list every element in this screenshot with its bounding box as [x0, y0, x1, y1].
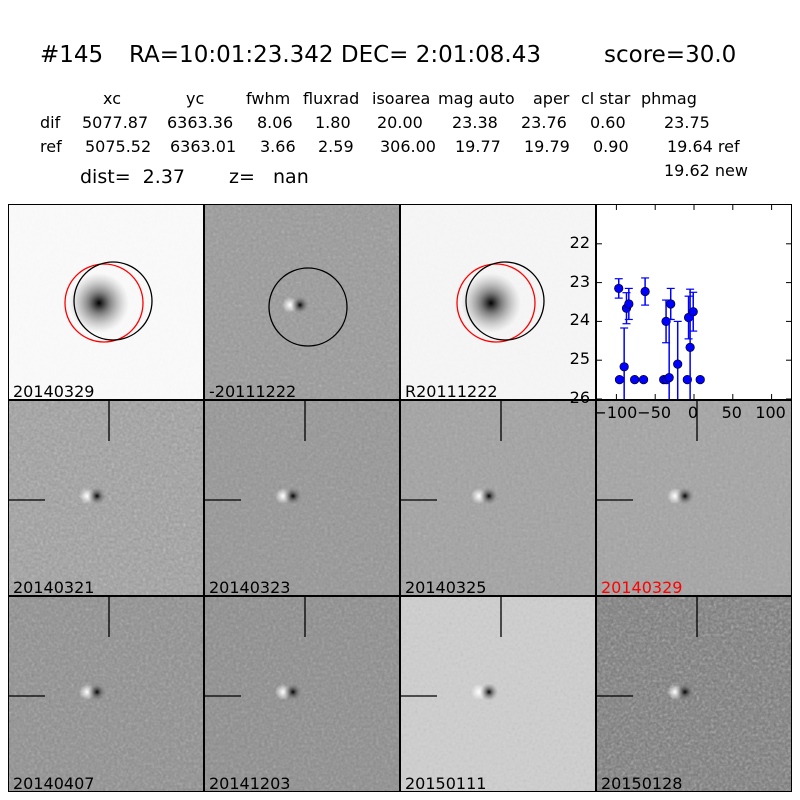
- cutout-panel: 20140325: [400, 400, 596, 596]
- data-point: [614, 375, 625, 385]
- cutout-date-label: -20111222: [209, 382, 297, 400]
- cutout-panel: 20140329: [8, 204, 204, 400]
- data-point: [695, 375, 705, 385]
- x-tick-label: 100: [755, 403, 786, 422]
- column-header: aper: [533, 89, 570, 108]
- cutout-image: [9, 205, 203, 399]
- table-cell: 8.06: [257, 113, 293, 132]
- table-cell: 23.38: [452, 113, 498, 132]
- cutout-panel: 20150111: [400, 596, 596, 792]
- table-cell: 23.75: [664, 113, 710, 132]
- data-point: [664, 373, 674, 383]
- table-cell: 2.59: [318, 137, 354, 156]
- dist-value: dist= 2.37: [80, 166, 185, 188]
- y-tick-label: 23: [569, 271, 590, 291]
- cutout-image: [597, 597, 791, 791]
- cutout-date-label: 20150128: [601, 774, 683, 792]
- cutout-image: [401, 205, 595, 399]
- data-point: [685, 342, 695, 352]
- cutout-image: [205, 597, 399, 791]
- coordinates: RA=10:01:23.342 DEC= 2:01:08.43: [129, 42, 542, 68]
- column-header: xc: [103, 89, 121, 108]
- cutout-date-label: 20140325: [405, 578, 487, 596]
- reference-circle: [456, 263, 536, 343]
- table-cell: 5077.87: [82, 113, 149, 132]
- row-label: ref: [40, 137, 62, 156]
- table-cell: 19.77: [455, 137, 501, 156]
- column-header: fwhm: [246, 89, 291, 108]
- cutout-date-label: 20140323: [209, 578, 291, 596]
- row-label: dif: [40, 113, 61, 132]
- cutout-image: [401, 401, 595, 595]
- cutout-panel: 20140321: [8, 400, 204, 596]
- object-circle: [73, 261, 153, 341]
- cutout-date-label: 20150111: [405, 774, 487, 792]
- x-tick-label: −100: [593, 403, 638, 422]
- cutout-date-label: 20140407: [13, 774, 95, 792]
- cutout-image: [205, 205, 399, 399]
- cutout-date-label: 20140329: [13, 382, 95, 400]
- cutout-image: [9, 401, 203, 595]
- column-header: isoarea: [372, 89, 431, 108]
- data-point: [666, 299, 676, 309]
- lightcurve-svg: [597, 205, 791, 400]
- y-tick-label: 25: [569, 349, 590, 369]
- data-point: [619, 362, 629, 372]
- reference-circle: [64, 263, 144, 343]
- column-header: cl star: [581, 89, 631, 108]
- table-cell: 6363.36: [167, 113, 234, 132]
- cutout-image: [9, 597, 203, 791]
- data-point: [630, 375, 640, 385]
- table-cell: 20.00: [377, 113, 423, 132]
- y-tick-label: 22: [569, 232, 590, 252]
- cutout-panel: 20140323: [204, 400, 400, 596]
- cutout-date-label: 20141203: [209, 774, 291, 792]
- y-tick-label: 24: [569, 310, 590, 330]
- phmag-new: 19.62 new: [664, 161, 748, 180]
- column-header: phmag: [641, 89, 697, 108]
- cutout-panel: 20141203: [204, 596, 400, 792]
- data-point: [688, 307, 698, 317]
- column-header: fluxrad: [303, 89, 360, 108]
- cutout-image: [205, 401, 399, 595]
- cutout-panel: 20140329: [596, 400, 792, 596]
- data-point: [624, 299, 634, 309]
- cutout-image: [597, 401, 791, 595]
- table-cell: 19.64 ref: [667, 137, 740, 156]
- cutout-date-label: 20140321: [13, 578, 95, 596]
- data-point: [640, 286, 650, 297]
- cutout-image: [401, 597, 595, 791]
- data-point: [673, 359, 683, 369]
- cutout-panel: 20150128: [596, 596, 792, 792]
- table-cell: 6363.01: [170, 137, 237, 156]
- table-cell: 0.90: [593, 137, 629, 156]
- table-cell: 23.76: [521, 113, 567, 132]
- score: score=30.0: [604, 42, 737, 68]
- table-cell: 19.79: [524, 137, 570, 156]
- data-point: [638, 375, 649, 385]
- x-tick-label: −50: [637, 403, 672, 422]
- table-cell: 3.66: [260, 137, 296, 156]
- lightcurve-plot: [596, 204, 792, 400]
- candidate-id: #145: [40, 42, 104, 68]
- table-cell: 0.60: [590, 113, 626, 132]
- y-tick-label: 26: [569, 388, 590, 407]
- x-tick-label: 0: [687, 403, 699, 422]
- table-cell: 1.80: [315, 113, 351, 132]
- column-header: mag auto: [438, 89, 515, 108]
- cutout-panel: R20111222: [400, 204, 596, 400]
- z-value: z= nan: [229, 166, 309, 188]
- cutout-date-label: 20140329: [601, 578, 683, 596]
- cutout-date-label: R20111222: [405, 382, 498, 400]
- column-header: yc: [186, 89, 205, 108]
- cutout-panel: 20140407: [8, 596, 204, 792]
- table-cell: 5075.52: [85, 137, 152, 156]
- cutout-panel: -20111222: [204, 204, 400, 400]
- x-tick-label: 50: [721, 403, 742, 422]
- table-cell: 306.00: [380, 137, 436, 156]
- data-point: [614, 283, 624, 294]
- object-circle: [268, 267, 348, 347]
- object-circle: [465, 261, 545, 341]
